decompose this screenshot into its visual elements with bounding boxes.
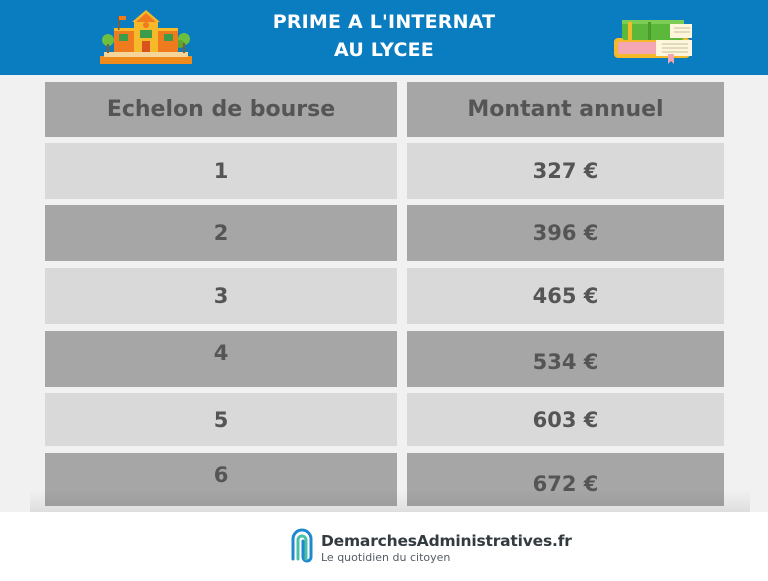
table-cell-montant: 534 € [407,331,724,387]
page-title: PRIME A L'INTERNAT AU LYCEE [0,8,768,64]
title-line-1: PRIME A L'INTERNAT [272,11,496,33]
table-cell-echelon: 5 [45,393,397,446]
column-header-echelon: Echelon de bourse [45,82,397,137]
brand-name: DemarchesAdministratives.fr [321,532,572,550]
table-cell-montant: 465 € [407,268,724,324]
table-cell-montant: 327 € [407,143,724,199]
table-cell-montant: 396 € [407,205,724,261]
table-cell-montant: 672 € [407,453,724,506]
table-cell-echelon: 3 [45,268,397,324]
title-line-2: AU LYCEE [334,39,434,61]
school-building-icon [100,10,192,64]
table-cell-echelon: 6 [45,453,397,506]
stacked-books-icon [614,20,692,64]
table-cell-echelon: 4 [45,331,397,387]
brand-tagline: Le quotidien du citoyen [321,551,451,564]
column-header-montant: Montant annuel [407,82,724,137]
title-banner: PRIME A L'INTERNAT AU LYCEE [0,0,768,75]
table-cell-echelon: 1 [45,143,397,199]
paperclip-logo-icon [291,528,313,563]
table-cell-echelon: 2 [45,205,397,261]
footer [0,512,768,581]
table-cell-montant: 603 € [407,393,724,446]
